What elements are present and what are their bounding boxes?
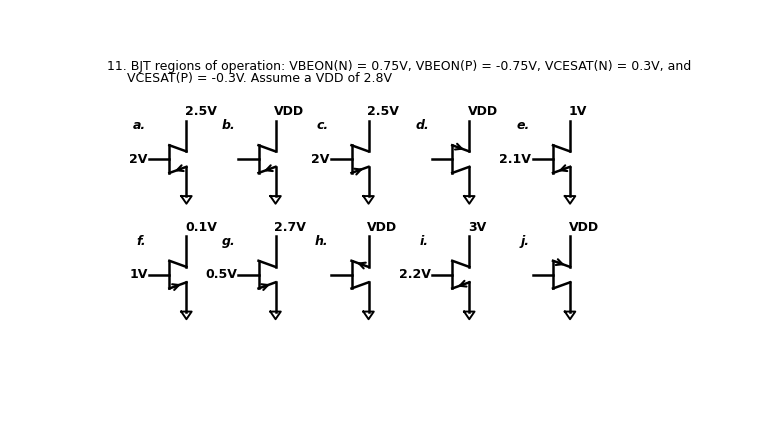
Text: j.: j. [521,235,530,248]
Text: 3V: 3V [468,221,486,234]
Text: 2.2V: 2.2V [398,268,430,281]
Text: 2.1V: 2.1V [499,153,532,166]
Text: f.: f. [136,235,146,248]
Text: 2.7V: 2.7V [274,221,306,234]
Text: 0.5V: 0.5V [205,268,237,281]
Text: 0.1V: 0.1V [185,221,217,234]
Text: 11. BJT regions of operation: VBEON(N) = 0.75V, VBEON(P) = -0.75V, VCESAT(N) = 0: 11. BJT regions of operation: VBEON(N) =… [107,60,692,73]
Text: h.: h. [315,235,329,248]
Text: b.: b. [221,119,235,132]
Text: VDD: VDD [468,105,498,118]
Text: i.: i. [420,235,429,248]
Text: VDD: VDD [367,221,397,234]
Text: VCESAT(P) = -0.3V. Assume a VDD of 2.8V: VCESAT(P) = -0.3V. Assume a VDD of 2.8V [107,72,392,85]
Text: 2.5V: 2.5V [367,105,399,118]
Text: 1V: 1V [129,268,148,281]
Text: g.: g. [221,235,235,248]
Text: d.: d. [415,119,429,132]
Text: VDD: VDD [568,221,598,234]
Text: VDD: VDD [274,105,304,118]
Text: a.: a. [133,119,146,132]
Text: 2V: 2V [312,153,330,166]
Text: 1V: 1V [568,105,587,118]
Text: 2V: 2V [129,153,148,166]
Text: 2.5V: 2.5V [185,105,217,118]
Text: e.: e. [516,119,530,132]
Text: c.: c. [316,119,329,132]
